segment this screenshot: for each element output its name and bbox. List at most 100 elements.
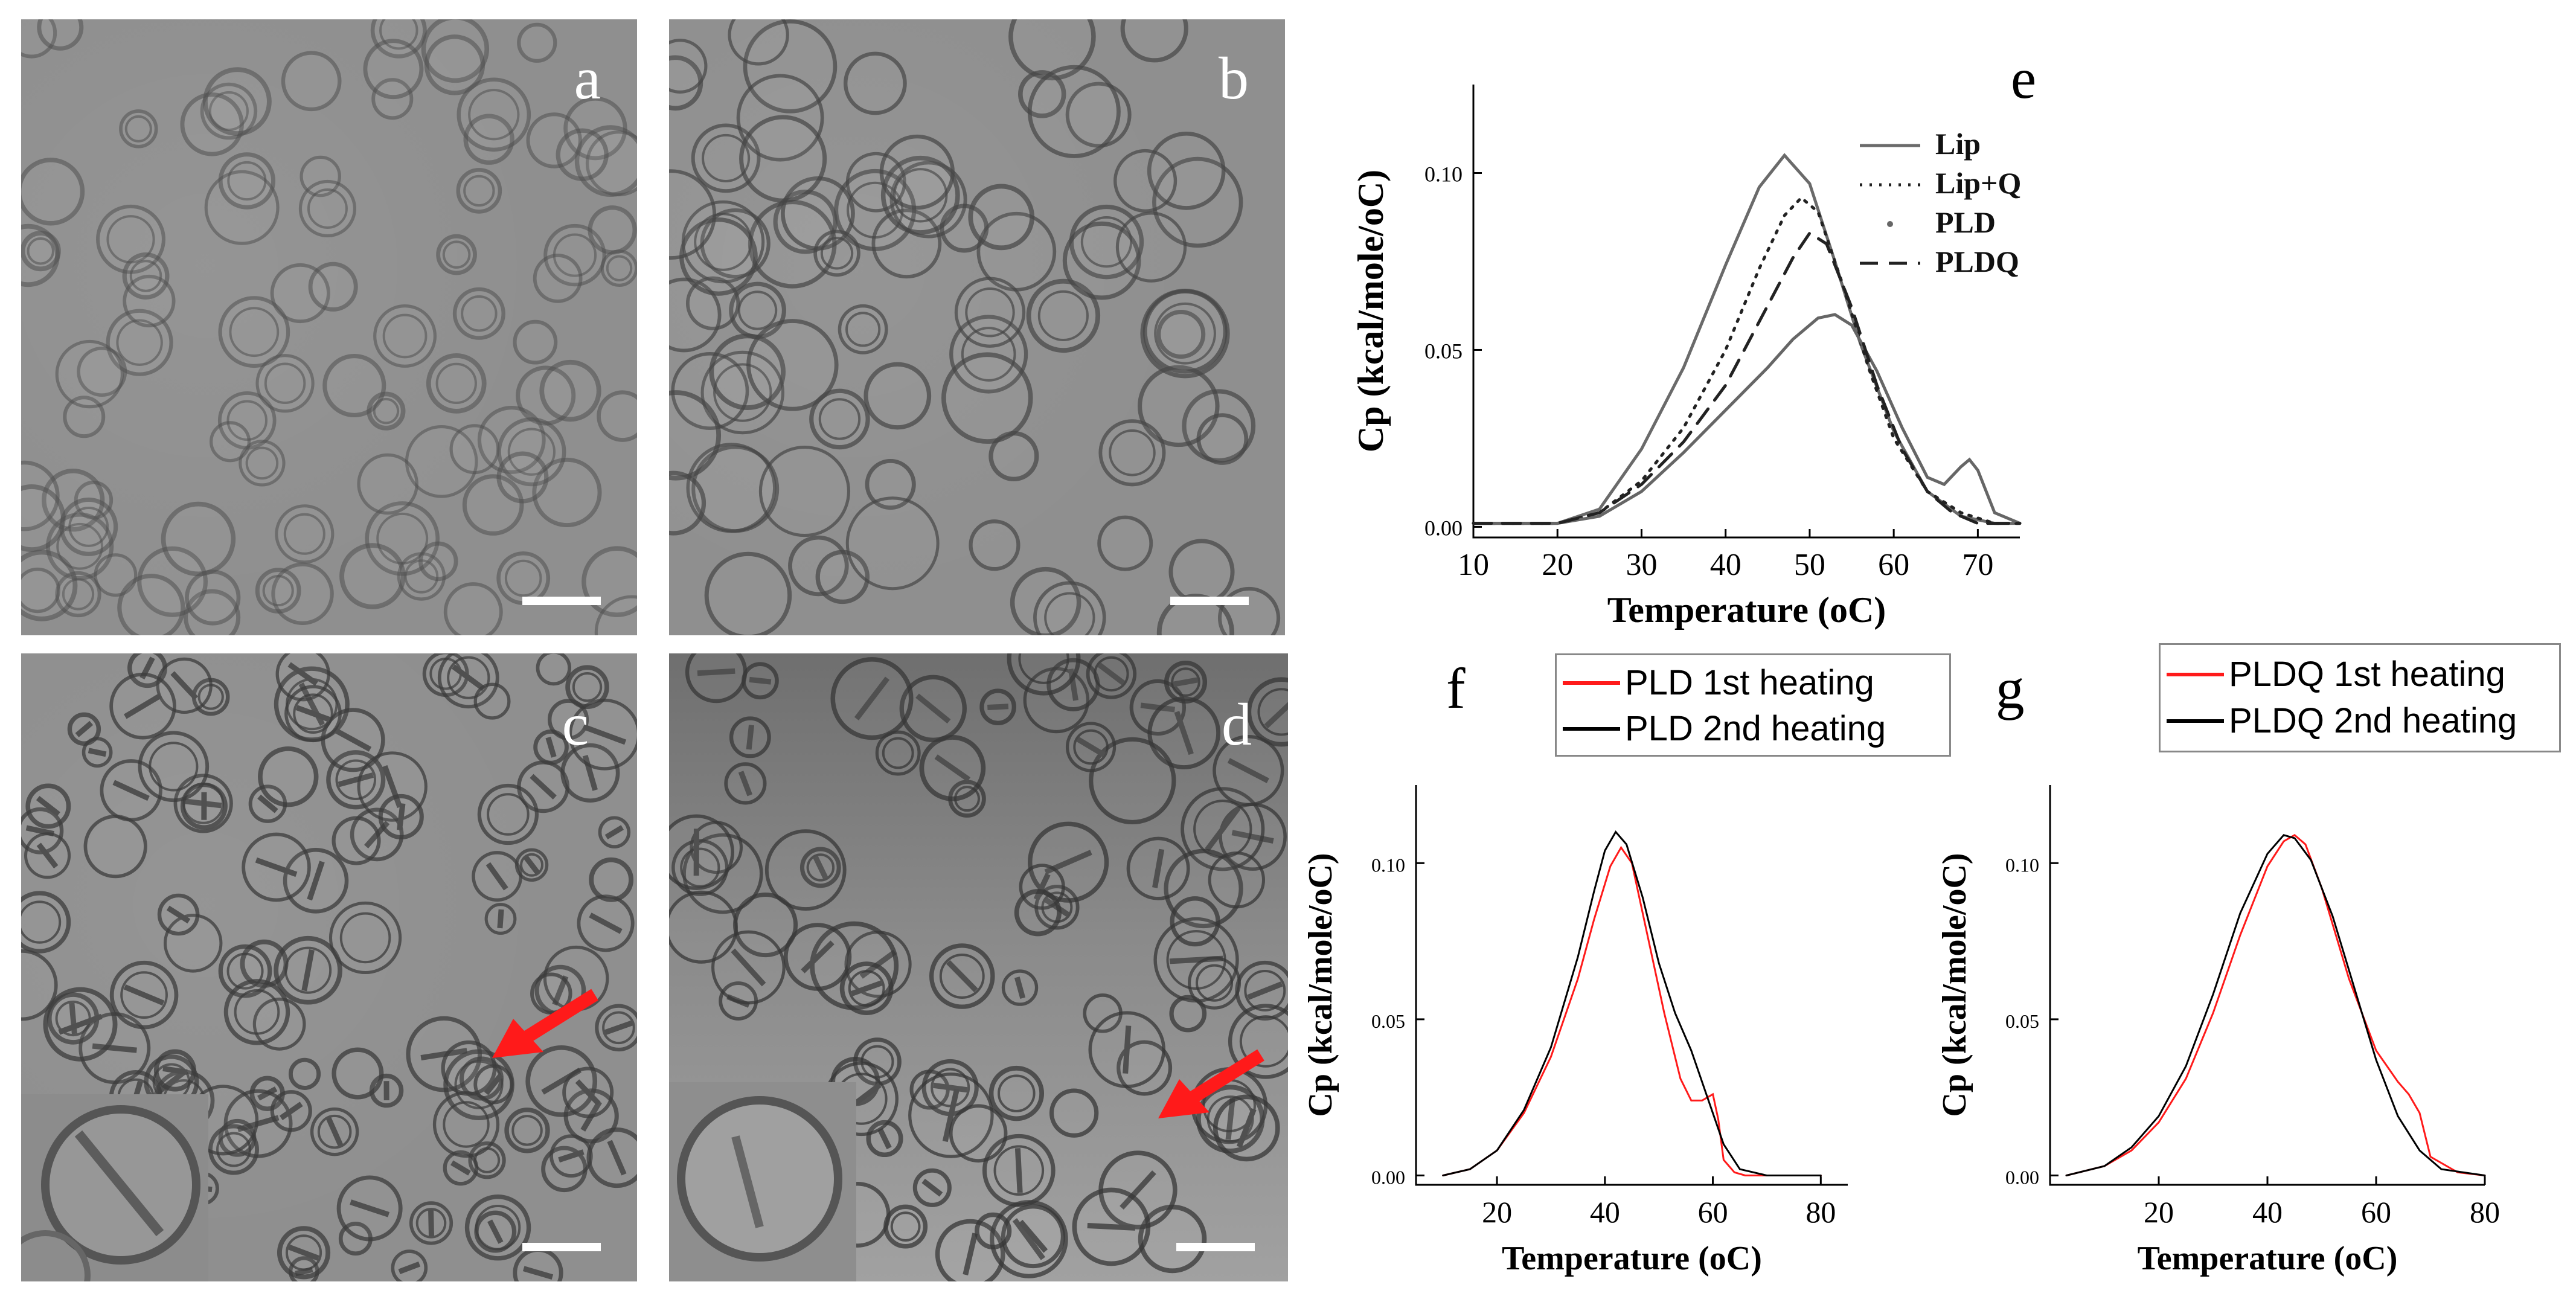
inner-vesicle [965,287,1015,338]
vesicle [1169,995,1207,1033]
crystal-bar [295,1266,313,1277]
vesicle [1188,956,1242,1010]
crystal-bar [932,1082,968,1093]
crystal-bar [915,693,951,724]
chart-e-svg: 10 20 30 40 50 60 70 0.00 0.05 0.10 Temperature (o… [1351,85,2022,630]
vesicle [275,653,330,702]
inner-vesicle [208,91,249,132]
inner-vesicle [27,237,54,265]
inset-zoom-c [21,1094,208,1281]
vesicle [208,1124,259,1175]
crystal-bar [963,1233,978,1275]
crystal-bar [558,1149,585,1163]
vesicle [83,815,147,879]
vesicle [473,1064,514,1105]
vesicle [300,155,341,197]
crystal-bar [946,960,978,993]
vesicle [122,252,170,300]
vesicle [239,440,286,487]
vesicle [275,504,335,564]
vesicle [21,460,60,531]
crystal-bar [307,861,325,901]
vesicle [517,22,557,63]
crystal-bar [123,984,165,1006]
crystal-bar [420,1048,468,1061]
vesicle [830,657,914,740]
vesicle [1168,539,1235,605]
inner-vesicle [382,313,428,359]
inner-vesicle [1037,290,1089,341]
legend-g-swatch-1 [2167,672,2224,676]
vesicle [270,1090,312,1132]
vesicle [106,309,173,376]
vesicle [875,730,921,776]
inner-vesicle [442,240,471,269]
vesicle [350,807,404,862]
crystal-bar [1173,677,1199,687]
vesicle [1086,653,1137,699]
inner-vesicle [882,737,914,769]
legend-g-swatch-2 [2167,719,2224,723]
vesicle [1129,679,1187,736]
legend-e-label: PLD [1935,205,1996,239]
crystal-bar [604,825,624,840]
vesicle [954,277,1026,348]
vesicle [845,152,906,213]
vesicle [879,134,955,210]
vesicle [758,445,851,537]
vesicle [180,782,228,830]
vesicle [21,484,66,553]
vesicle [815,550,870,604]
vesicle [548,699,589,740]
vesicle [743,19,838,114]
inner-vesicle [845,312,881,347]
x-tick-label: 80 [2470,1195,2500,1229]
inner-vesicle [806,853,835,882]
vesicle [21,807,64,855]
crystal-bar [1014,976,1026,999]
vesicle [1008,19,1096,81]
y-axis-label: Cp (kcal/mole/oC) [1351,170,1391,452]
inner-vesicle [1044,592,1095,635]
crystal-bar [1140,702,1175,713]
vesicle [21,19,57,59]
x-tick-label: 40 [1710,548,1741,582]
legend-g-item-1: PLDQ 1st heating [2167,654,2505,694]
micrograph-b: b [669,19,1285,635]
x-tick-label: 60 [2361,1195,2391,1229]
vesicle [1164,848,1243,929]
vesicle [339,543,406,609]
vesicle [728,19,789,66]
vesicle [739,115,827,203]
vesicle [477,783,539,845]
vesicle [560,743,620,803]
crystal-bar [123,693,162,719]
vesicle [532,457,602,527]
legend-e-label: PLDQ [1935,245,2019,278]
chart-e: 10 20 30 40 50 60 70 0.00 0.05 0.10 Temperature (o… [1341,66,2216,646]
vesicle [595,1004,637,1052]
vesicle [185,569,241,626]
inner-vesicle [572,672,603,702]
vesicle [184,589,241,635]
inner-vesicle [487,793,530,836]
crystal-bar [854,676,890,720]
chart-f: 20 40 60 80 0.00 0.05 0.10 Temperature (oC) Cp (… [1302,767,1926,1298]
inner-vesicle [1094,656,1129,692]
inner-vesicle [229,307,280,358]
crystal-bar [813,855,828,880]
vesicle [432,1091,500,1158]
vesicle [173,774,233,833]
vesicle [443,1150,479,1186]
vesicle [109,672,176,740]
inner-vesicle [307,188,348,229]
vesicle [871,208,942,279]
inner-vesicle [283,513,325,555]
vesicle [1014,889,1062,937]
x-axis-label: Temperature (oC) [2138,1240,2398,1277]
vesicle [539,359,601,422]
vesicle [1170,896,1220,947]
panel-letter-f: f [1446,656,1466,720]
vesicle [1147,132,1226,210]
inner-vesicle [606,255,633,281]
